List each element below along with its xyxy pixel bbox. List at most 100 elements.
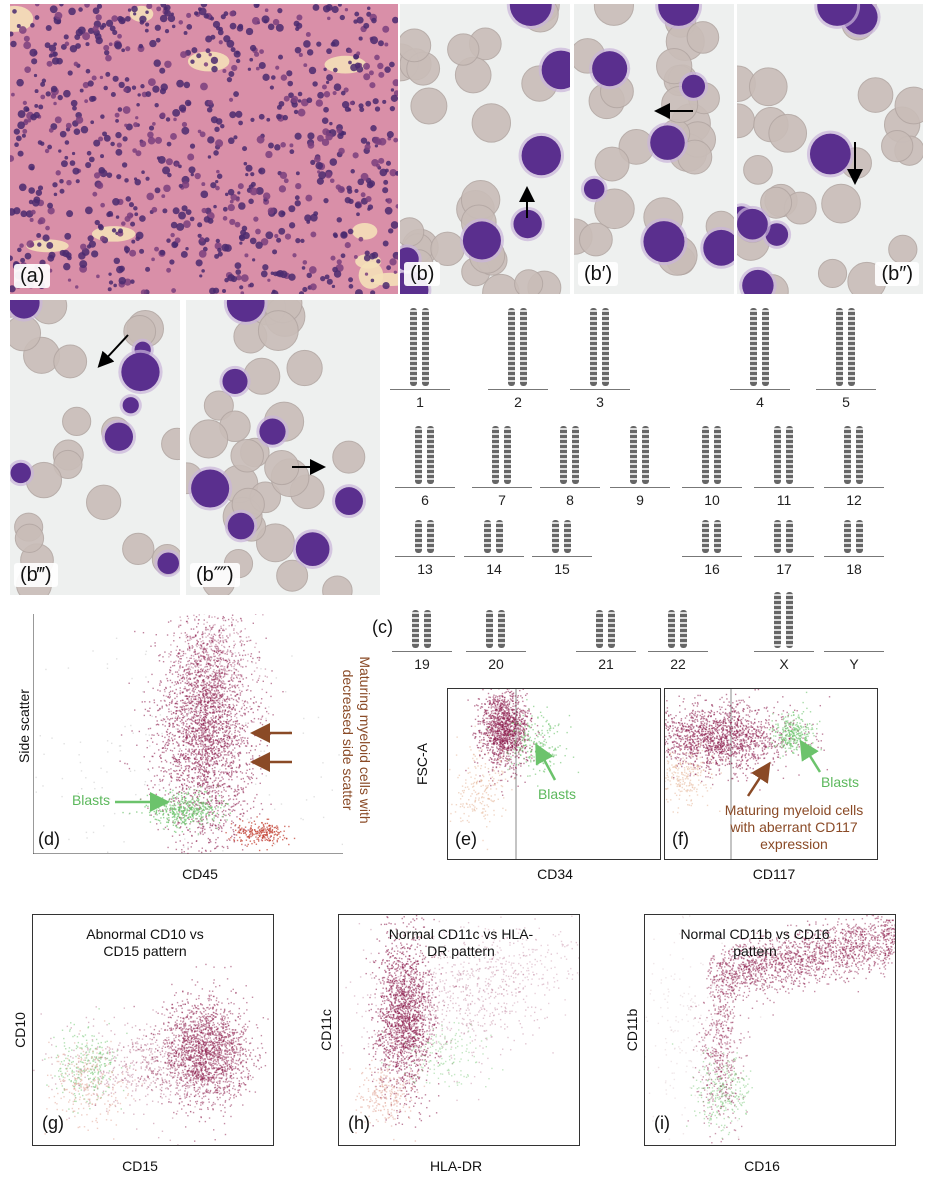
chromosome-pair-icon xyxy=(774,520,793,553)
chromosome-number: 17 xyxy=(776,561,792,577)
y-axis-label-g: CD10 xyxy=(12,1012,28,1048)
chromosome-number: 14 xyxy=(486,561,502,577)
panel-label-g: (g) xyxy=(42,1113,64,1133)
scatter-f xyxy=(665,689,831,859)
chromosome-pair-icon xyxy=(774,592,793,648)
chromosome-number: 10 xyxy=(704,492,720,508)
chromosome-pair-icon xyxy=(702,426,721,484)
chromosome-pair-icon xyxy=(552,520,571,553)
plot-title-h: Normal CD11c vs HLA-DR pattern xyxy=(388,926,534,959)
chromosome-pair-icon xyxy=(596,610,615,648)
blasts-annotation-d: Blasts xyxy=(71,792,111,808)
karyotype-panel: 1 2 3 4 5 6 7 8 9 10 11 12 13 14 15 16 17 18 19 20 21 22 X Y xyxy=(380,300,933,672)
chromosome-number: X xyxy=(779,656,789,672)
chromosome-pair-icon xyxy=(836,308,855,386)
chromosome-pair-icon xyxy=(415,520,434,553)
chromosome-number: 3 xyxy=(596,394,604,410)
chromosome-pair-icon xyxy=(668,610,687,648)
smear-image-b3 xyxy=(10,300,180,595)
chromosome-number: 5 xyxy=(842,394,850,410)
chromosome-19: 19 xyxy=(392,602,452,672)
chromosome-1: 1 xyxy=(390,300,450,410)
smear-image-b4 xyxy=(186,300,366,595)
chromosome-number: 22 xyxy=(670,656,686,672)
chromosome-3: 3 xyxy=(570,300,630,410)
chromosome-5: 5 xyxy=(816,300,876,410)
chromosome-number: Y xyxy=(849,656,859,672)
panel-b2-smear: (b″) xyxy=(737,4,923,294)
chromosome-pair-icon xyxy=(560,426,579,484)
chromosome-pair-icon xyxy=(508,308,527,386)
plot-title-i: Normal CD11b vs CD16 pattern xyxy=(680,926,830,959)
chromosome-4: 4 xyxy=(730,300,790,410)
x-axis-label-g: CD15 xyxy=(122,1158,158,1174)
chromosome-pair-icon xyxy=(702,520,721,553)
panel-a-histology: (a) xyxy=(10,4,398,294)
plot-title-g: Abnormal CD10 vs CD15 pattern xyxy=(86,926,204,959)
panel-label-b1: (b′) xyxy=(578,262,619,286)
flow-plot-h: CD11c Normal CD11c vs HLA-DR pattern HLA… xyxy=(306,912,596,1182)
chromosome-pair-icon xyxy=(844,426,863,484)
flow-plot-e: FSC-A CD34 (e) Blasts xyxy=(414,688,665,888)
flow-plot-i: CD11b Normal CD11b vs CD16 pattern CD16 … xyxy=(612,912,933,1182)
scatter-g xyxy=(33,963,273,1145)
chromosome-number: 6 xyxy=(421,492,429,508)
chromosome-pair-icon xyxy=(410,308,429,386)
chromosome-number: 4 xyxy=(756,394,764,410)
chromosome-20: 20 xyxy=(466,602,526,672)
panel-b4-smear: (b⁗) xyxy=(186,300,380,595)
chromosome-number: 21 xyxy=(598,656,614,672)
chromosome-Y: Y xyxy=(824,584,884,672)
panel-label-b2: (b″) xyxy=(875,262,919,286)
chromosome-17: 17 xyxy=(754,512,814,577)
chromosome-22: 22 xyxy=(648,602,708,672)
scatter-d xyxy=(33,614,343,854)
y-axis-label-h: CD11c xyxy=(318,1009,334,1051)
chromosome-12: 12 xyxy=(824,418,884,508)
chromosome-number: 7 xyxy=(498,492,506,508)
chromosome-number: 16 xyxy=(704,561,720,577)
y-axis-label-d: Side scatter xyxy=(16,689,32,763)
panel-b3-smear: (b‴) xyxy=(10,300,180,595)
x-axis-label-d: CD45 xyxy=(182,866,218,882)
chromosome-21: 21 xyxy=(576,602,636,672)
chromosome-pair-icon xyxy=(774,426,793,484)
x-axis-label-e: CD34 xyxy=(537,866,573,882)
chromosome-10: 10 xyxy=(682,418,742,508)
panel-label-a: (a) xyxy=(14,264,51,288)
chromosome-15: 15 xyxy=(532,512,592,577)
scatter-e xyxy=(448,689,580,859)
smear-image-b2 xyxy=(737,4,923,294)
chromosome-number: 15 xyxy=(554,561,570,577)
chromosome-6: 6 xyxy=(395,418,455,508)
chromosome-pair-icon xyxy=(844,520,863,553)
x-axis-label-f: CD117 xyxy=(752,866,796,882)
chromosome-pair-icon xyxy=(840,590,868,650)
panel-label-c: (c) xyxy=(372,617,393,637)
chromosome-13: 13 xyxy=(395,512,455,577)
chromosome-number: 13 xyxy=(417,561,433,577)
y-axis-label-i: CD11b xyxy=(624,1008,640,1052)
chromosome-pair-icon xyxy=(630,426,649,484)
chromosome-pair-icon xyxy=(492,426,511,484)
panel-b1-smear: (b′) xyxy=(574,4,734,294)
chromosome-18: 18 xyxy=(824,512,884,577)
maturing-annotation-d: Maturing myeloid cells with decreased si… xyxy=(340,656,373,824)
chromosome-number: 12 xyxy=(846,492,862,508)
chromosome-number: 9 xyxy=(636,492,644,508)
chromosome-pair-icon xyxy=(484,520,503,553)
x-axis-label-h: HLA-DR xyxy=(429,1158,483,1174)
panel-label-i: (i) xyxy=(654,1113,670,1133)
chromosome-pair-icon xyxy=(750,308,769,386)
chromosome-8: 8 xyxy=(540,418,600,508)
chromosome-14: 14 xyxy=(464,512,524,577)
scatter-h xyxy=(340,915,579,1142)
x-axis-label-i: CD16 xyxy=(744,1158,780,1174)
flow-plot-f: CD117 (f) Blasts Maturing myeloid cells … xyxy=(664,688,894,888)
chromosome-pair-icon xyxy=(486,610,505,648)
panel-label-b4: (b⁗) xyxy=(190,563,240,587)
panel-label-b: (b) xyxy=(404,262,441,286)
chromosome-pair-icon xyxy=(590,308,609,386)
scatter-i xyxy=(645,915,895,1144)
chromosome-number: 20 xyxy=(488,656,504,672)
